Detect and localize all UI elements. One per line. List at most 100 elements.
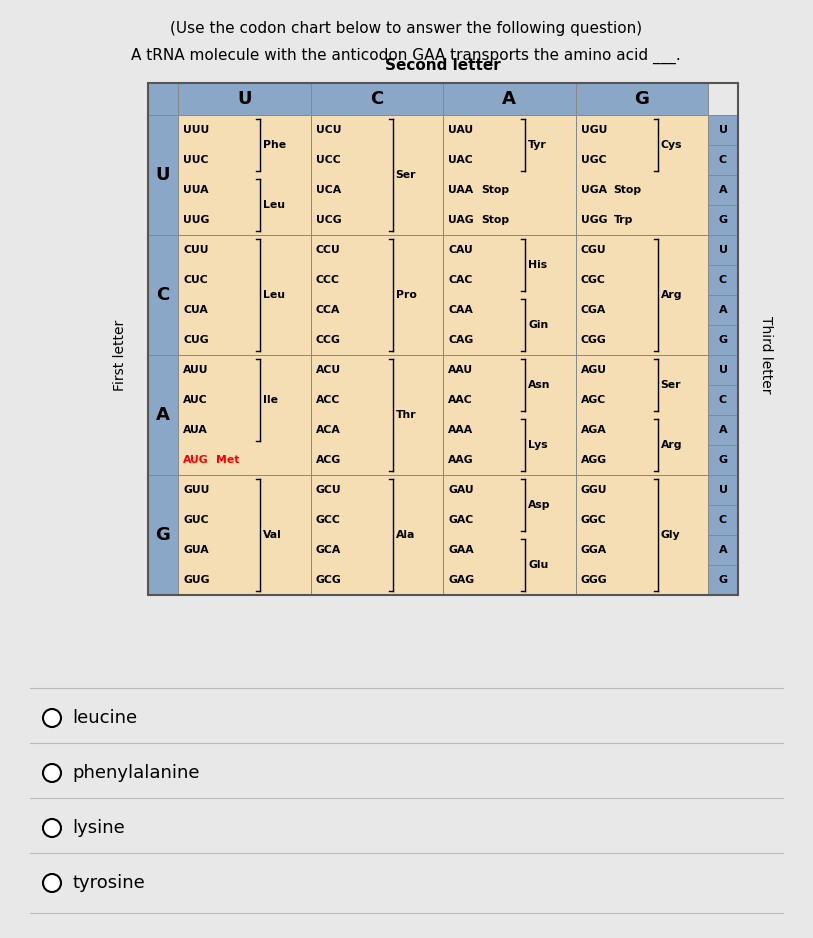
Text: UUG: UUG [183, 215, 210, 225]
Text: Cys: Cys [661, 140, 682, 150]
Bar [708, 175, 738, 205]
Bar [708, 475, 738, 505]
Text: UUA: UUA [183, 185, 208, 195]
Text: Trp: Trp [614, 215, 633, 225]
Text: A: A [156, 406, 170, 424]
Text: AAU: AAU [448, 365, 473, 375]
Text: Gin: Gin [528, 320, 549, 330]
Text: AAG: AAG [448, 455, 474, 465]
Text: GGC: GGC [580, 515, 606, 525]
Text: GUU: GUU [183, 485, 210, 495]
Bar [708, 265, 738, 295]
Text: UUU: UUU [183, 125, 209, 135]
Text: Pro: Pro [396, 290, 416, 300]
Text: Ile: Ile [263, 395, 278, 405]
Text: CUU: CUU [183, 245, 208, 255]
Bar [148, 83, 178, 115]
Bar [443, 115, 576, 235]
Text: C: C [156, 286, 170, 304]
Circle shape [43, 819, 61, 837]
Text: GUG: GUG [183, 575, 210, 585]
Bar [708, 235, 738, 265]
Text: GGG: GGG [580, 575, 607, 585]
Text: GCG: GCG [315, 575, 341, 585]
Text: Glu: Glu [528, 560, 549, 570]
Text: CCC: CCC [315, 275, 340, 285]
Text: GAG: GAG [448, 575, 474, 585]
Text: Arg: Arg [661, 440, 682, 450]
Text: G: G [719, 455, 728, 465]
Text: C: C [719, 395, 727, 405]
Bar [178, 355, 311, 475]
Bar [576, 115, 708, 235]
Text: CUG: CUG [183, 335, 209, 345]
Bar [708, 445, 738, 475]
Text: Arg: Arg [661, 290, 682, 300]
Text: AUA: AUA [183, 425, 208, 435]
Text: A tRNA molecule with the anticodon GAA transports the amino acid ___.: A tRNA molecule with the anticodon GAA t… [131, 48, 680, 64]
Text: Val: Val [263, 530, 282, 540]
Text: Stop: Stop [614, 185, 641, 195]
Bar [148, 115, 178, 235]
Text: UGU: UGU [580, 125, 606, 135]
Bar [443, 83, 576, 115]
Text: GAA: GAA [448, 545, 474, 555]
Text: Ala: Ala [396, 530, 415, 540]
Text: CGC: CGC [580, 275, 606, 285]
Text: UGG: UGG [580, 215, 607, 225]
Text: AGC: AGC [580, 395, 606, 405]
Text: Asn: Asn [528, 380, 550, 390]
Text: Stop: Stop [481, 185, 509, 195]
Text: UAU: UAU [448, 125, 473, 135]
Text: ACG: ACG [315, 455, 341, 465]
Bar [178, 83, 311, 115]
Text: GAC: GAC [448, 515, 473, 525]
Bar [708, 115, 738, 145]
Text: CAG: CAG [448, 335, 473, 345]
Bar [708, 295, 738, 325]
Bar [443, 235, 576, 355]
Text: CAU: CAU [448, 245, 472, 255]
Text: U: U [719, 125, 728, 135]
Text: A: A [719, 545, 728, 555]
Text: GUA: GUA [183, 545, 209, 555]
Text: U: U [719, 245, 728, 255]
Text: lysine: lysine [72, 819, 124, 837]
Text: GGU: GGU [580, 485, 607, 495]
Text: CGU: CGU [580, 245, 606, 255]
Bar [311, 475, 443, 595]
Text: Tyr: Tyr [528, 140, 547, 150]
Text: UGA: UGA [580, 185, 606, 195]
Bar [708, 205, 738, 235]
Bar [148, 83, 738, 595]
Bar [708, 565, 738, 595]
Text: UGC: UGC [580, 155, 606, 165]
Text: A: A [719, 305, 728, 315]
Text: ACC: ACC [315, 395, 340, 405]
Text: GGA: GGA [580, 545, 606, 555]
Text: Thr: Thr [396, 410, 416, 420]
Bar [576, 355, 708, 475]
Text: GCC: GCC [315, 515, 341, 525]
Text: Leu: Leu [263, 200, 285, 210]
Bar [708, 145, 738, 175]
Text: AGG: AGG [580, 455, 606, 465]
Text: AGU: AGU [580, 365, 606, 375]
Text: UCA: UCA [315, 185, 341, 195]
Text: CUC: CUC [183, 275, 208, 285]
Bar [708, 535, 738, 565]
Bar [576, 83, 708, 115]
Circle shape [43, 764, 61, 782]
Text: GCU: GCU [315, 485, 341, 495]
Text: GAU: GAU [448, 485, 474, 495]
Text: UAA: UAA [448, 185, 473, 195]
Text: U: U [719, 485, 728, 495]
Text: ACU: ACU [315, 365, 341, 375]
Text: CAA: CAA [448, 305, 472, 315]
Text: Lys: Lys [528, 440, 548, 450]
Text: UAG: UAG [448, 215, 474, 225]
Text: G: G [155, 526, 171, 544]
Bar [708, 415, 738, 445]
Text: GUC: GUC [183, 515, 209, 525]
Text: ACA: ACA [315, 425, 341, 435]
